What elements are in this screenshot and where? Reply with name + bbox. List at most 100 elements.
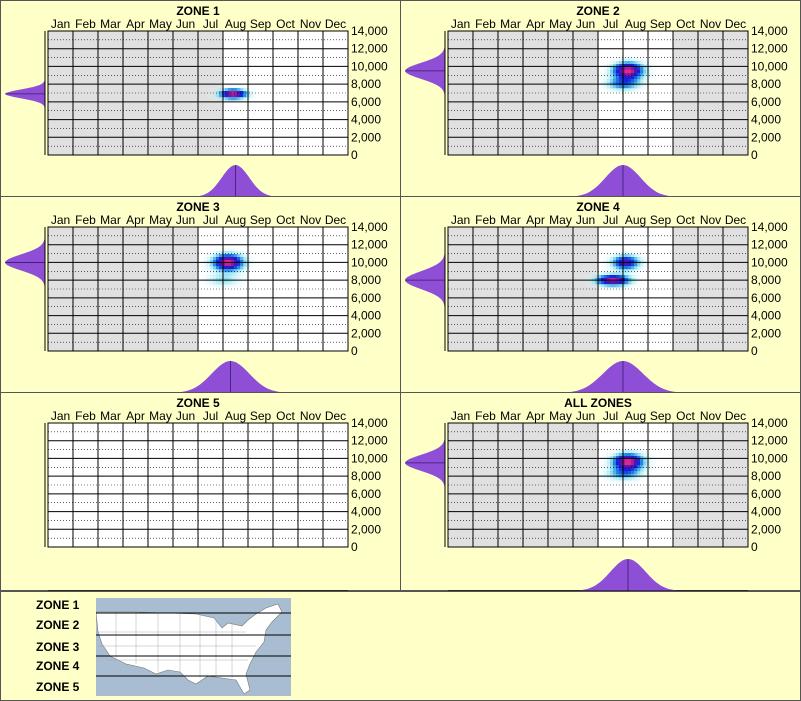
density-cell: [619, 468, 623, 472]
density-cell: [598, 79, 602, 83]
density-cell: [640, 456, 644, 460]
density-cell: [604, 70, 608, 74]
density-cell: [228, 266, 232, 270]
density-cell: [622, 254, 626, 258]
density-cell: [649, 468, 653, 472]
density-cell: [637, 73, 641, 77]
density-cell: [243, 272, 247, 276]
density-cell: [637, 76, 641, 80]
density-cell: [637, 456, 641, 460]
shaded-month: [548, 227, 573, 351]
density-cell: [634, 73, 638, 77]
density-cell: [631, 462, 635, 466]
y-tick-label: 14,000: [751, 416, 788, 430]
density-cell: [628, 465, 632, 469]
density-cell: [240, 257, 244, 261]
y-tick-label: 8,000: [751, 469, 781, 483]
month-label: Nov: [700, 409, 721, 423]
density-cell: [649, 67, 653, 71]
density-cell: [601, 281, 605, 285]
density-cell: [210, 269, 214, 273]
density-cell: [213, 251, 217, 255]
density-cell: [616, 70, 620, 74]
density-cell: [234, 269, 238, 273]
y-tick-label: 0: [351, 148, 358, 162]
density-cell: [228, 281, 232, 285]
density-cell: [222, 263, 226, 267]
density-cell: [622, 76, 626, 80]
density-cell: [640, 477, 644, 481]
density-cell: [616, 453, 620, 457]
y-tick-label: 4,000: [751, 113, 781, 127]
density-cell: [634, 58, 638, 62]
chart-grid: ZONE 1 Jan Feb Mar Apr May Jun Jul Aug Sep Oct Nov D…: [0, 0, 801, 592]
density-cell: [237, 254, 241, 258]
density-cell: [216, 94, 220, 98]
y-tick-label: 2,000: [751, 326, 781, 340]
density-cell: [604, 281, 608, 285]
month-label: Oct: [276, 409, 295, 423]
density-cell: [616, 254, 620, 258]
month-label: Dec: [325, 17, 346, 31]
density-cell: [640, 269, 644, 273]
month-label: Jul: [603, 409, 618, 423]
density-cell: [252, 257, 256, 261]
month-label: Mar: [500, 213, 521, 227]
density-cell: [252, 97, 256, 101]
density-cell: [652, 459, 656, 463]
density-cell: [622, 251, 626, 255]
density-cell: [231, 275, 235, 279]
density-cell: [625, 76, 629, 80]
density-cell: [255, 94, 259, 98]
density-cell: [601, 468, 605, 472]
density-cell: [634, 462, 638, 466]
density-cell: [616, 251, 620, 255]
shaded-month: [473, 227, 498, 351]
density-cell: [640, 61, 644, 65]
density-cell: [628, 260, 632, 264]
density-cell: [207, 263, 211, 267]
density-cell: [595, 79, 599, 83]
density-cell: [216, 254, 220, 258]
density-cell: [219, 251, 223, 255]
density-cell: [201, 281, 205, 285]
density-cell: [625, 91, 629, 95]
density-cell: [622, 453, 626, 457]
month-label: May: [149, 17, 172, 31]
density-cell: [640, 447, 644, 451]
chart-panel: ZONE 2 Jan Feb Mar Apr May Jun Jul Aug Sep Oct Nov D…: [400, 0, 801, 198]
month-label: Jan: [451, 17, 470, 31]
density-cell: [607, 287, 611, 291]
density-cell: [249, 260, 253, 264]
y-tick-label: 10,000: [751, 451, 788, 465]
density-cell: [604, 263, 608, 267]
density-cell: [628, 462, 632, 466]
density-cell: [231, 97, 235, 101]
density-cell: [252, 263, 256, 267]
month-label: Dec: [325, 213, 346, 227]
density-cell: [613, 79, 617, 83]
y-tick-label: 14,000: [751, 24, 788, 38]
density-cell: [622, 248, 626, 252]
density-cell: [631, 88, 635, 92]
month-label: Jun: [576, 17, 595, 31]
density-cell: [634, 275, 638, 279]
density-cell: [628, 70, 632, 74]
density-cell: [616, 447, 620, 451]
density-cell: [643, 266, 647, 270]
density-cell: [640, 465, 644, 469]
shaded-month: [698, 31, 723, 155]
y-tick-label: 8,000: [351, 469, 381, 483]
density-cell: [210, 257, 214, 261]
month-label: Jun: [176, 409, 195, 423]
density-cell: [622, 287, 626, 291]
density-cell: [243, 254, 247, 258]
density-cell: [598, 272, 602, 276]
density-cell: [595, 275, 599, 279]
density-cell: [222, 266, 226, 270]
density-cell: [616, 85, 620, 89]
density-cell: [598, 471, 602, 475]
chart-panel: ZONE 4 Jan Feb Mar Apr May Jun Jul Aug Sep Oct Nov D…: [400, 196, 801, 394]
density-cell: [652, 76, 656, 80]
y-tick-label: 14,000: [351, 416, 388, 430]
